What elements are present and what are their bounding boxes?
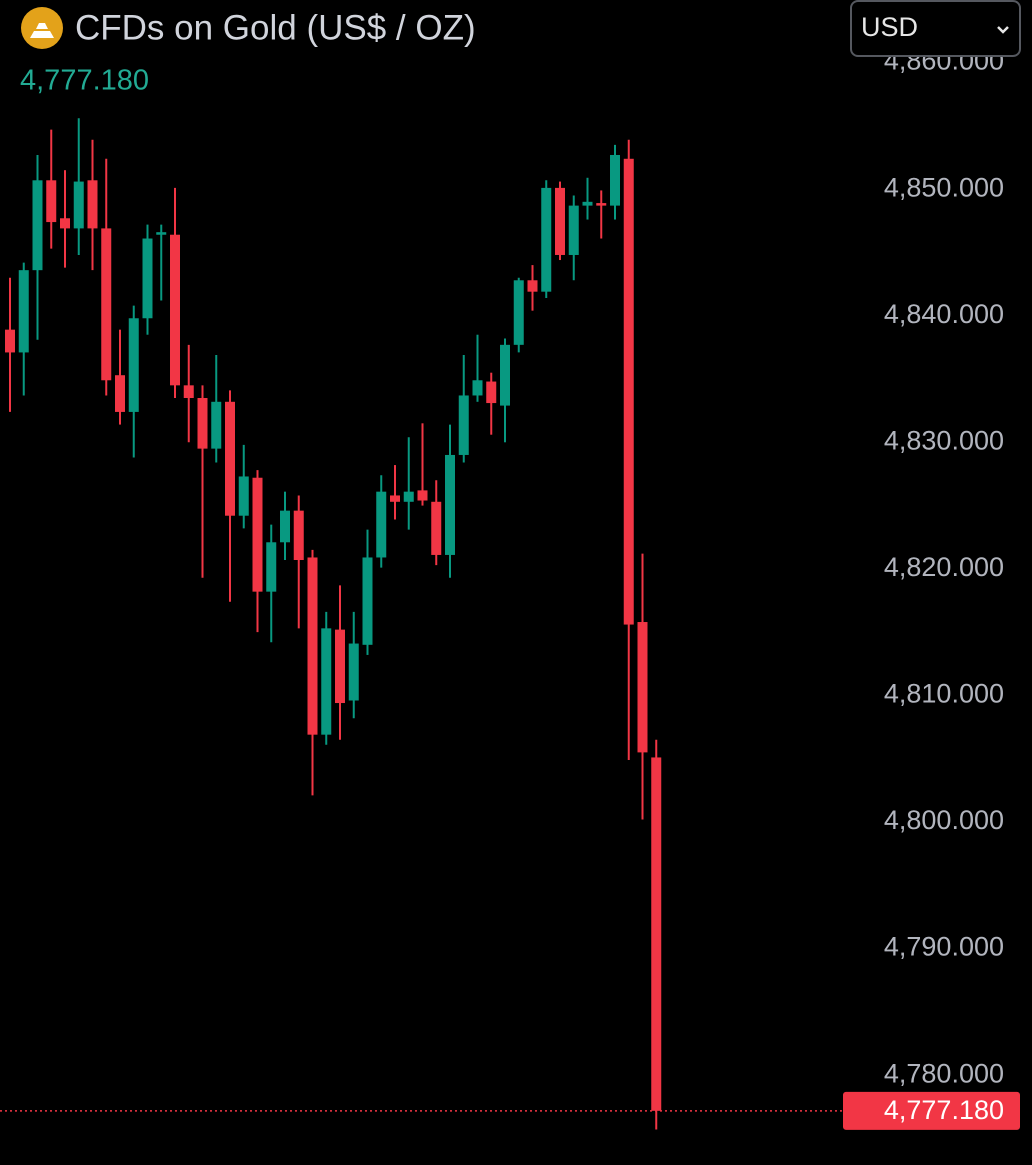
candle-body — [170, 234, 180, 386]
candle-body — [142, 238, 153, 319]
y-tick-label: 4,850.000 — [884, 172, 1004, 202]
candle-body — [500, 344, 510, 406]
candle-body — [637, 622, 648, 753]
candle-body — [128, 318, 139, 412]
candle-body — [60, 218, 70, 229]
candle-body — [541, 187, 552, 292]
currency-label[interactable]: USD — [861, 12, 918, 42]
candle-body — [321, 628, 332, 735]
candle-body — [555, 187, 565, 255]
y-tick-label: 4,780.000 — [884, 1058, 1004, 1088]
candle-body — [101, 228, 112, 381]
candle-body — [307, 557, 318, 735]
candle-body — [266, 542, 277, 592]
candle-body — [417, 490, 428, 501]
y-tick-label: 4,860.000 — [884, 46, 1004, 76]
candle-body — [362, 557, 373, 645]
candle-body — [610, 154, 620, 206]
candle-body — [335, 629, 345, 704]
candle-body — [486, 381, 497, 404]
candle-body — [87, 180, 98, 229]
candle-body — [238, 476, 249, 516]
dropdown-chevron[interactable] — [997, 26, 1009, 34]
candle-body — [513, 280, 524, 345]
y-tick-label: 4,810.000 — [884, 679, 1004, 709]
candle-body — [651, 757, 662, 1111]
candle-body — [156, 232, 167, 235]
y-tick-label: 4,790.000 — [884, 932, 1004, 962]
currency-select[interactable] — [850, 0, 1021, 57]
candle-body — [46, 180, 57, 223]
candle-body — [197, 397, 208, 449]
candle-body — [183, 385, 194, 398]
candle-body — [472, 380, 483, 396]
candle-body — [32, 180, 43, 271]
header: CFDs on Gold (US$ / OZ) 4,777.180 USD — [20, 0, 1021, 97]
chart-title: CFDs on Gold (US$ / OZ) — [75, 8, 476, 47]
candle-body — [390, 495, 400, 502]
candle-body — [527, 280, 538, 292]
candle-body — [445, 454, 455, 555]
candle-body — [211, 401, 222, 449]
candle-body — [458, 395, 469, 455]
candle-body — [568, 205, 579, 255]
candle-body — [623, 158, 634, 625]
y-tick-label: 4,800.000 — [884, 805, 1004, 835]
y-tick-label: 4,840.000 — [884, 299, 1004, 329]
y-tick-label: 4,830.000 — [884, 425, 1004, 455]
candle-body — [403, 491, 414, 502]
candle-body — [293, 510, 304, 561]
candle-body — [582, 201, 593, 206]
candle-body — [431, 501, 442, 555]
y-tick-label: 4,820.000 — [884, 552, 1004, 582]
last-price-badge — [843, 1091, 1020, 1130]
candle-body — [376, 491, 387, 558]
last-price-label: 4,777.180 — [884, 1095, 1004, 1125]
candle-body — [115, 375, 125, 412]
candle-body — [596, 203, 607, 206]
candle-body — [348, 643, 359, 701]
plot-area: 4,780.000 4,790.000 4,800.000 4,810.000 4,82… — [0, 46, 1020, 1130]
candle-body — [225, 401, 235, 516]
candle-body — [18, 270, 29, 353]
candle-body — [73, 181, 84, 229]
gold-bars-icon — [30, 23, 54, 38]
candle-body — [252, 477, 263, 592]
candle-body — [280, 510, 290, 543]
header-price: 4,777.180 — [20, 65, 149, 97]
candle-body — [5, 329, 15, 353]
